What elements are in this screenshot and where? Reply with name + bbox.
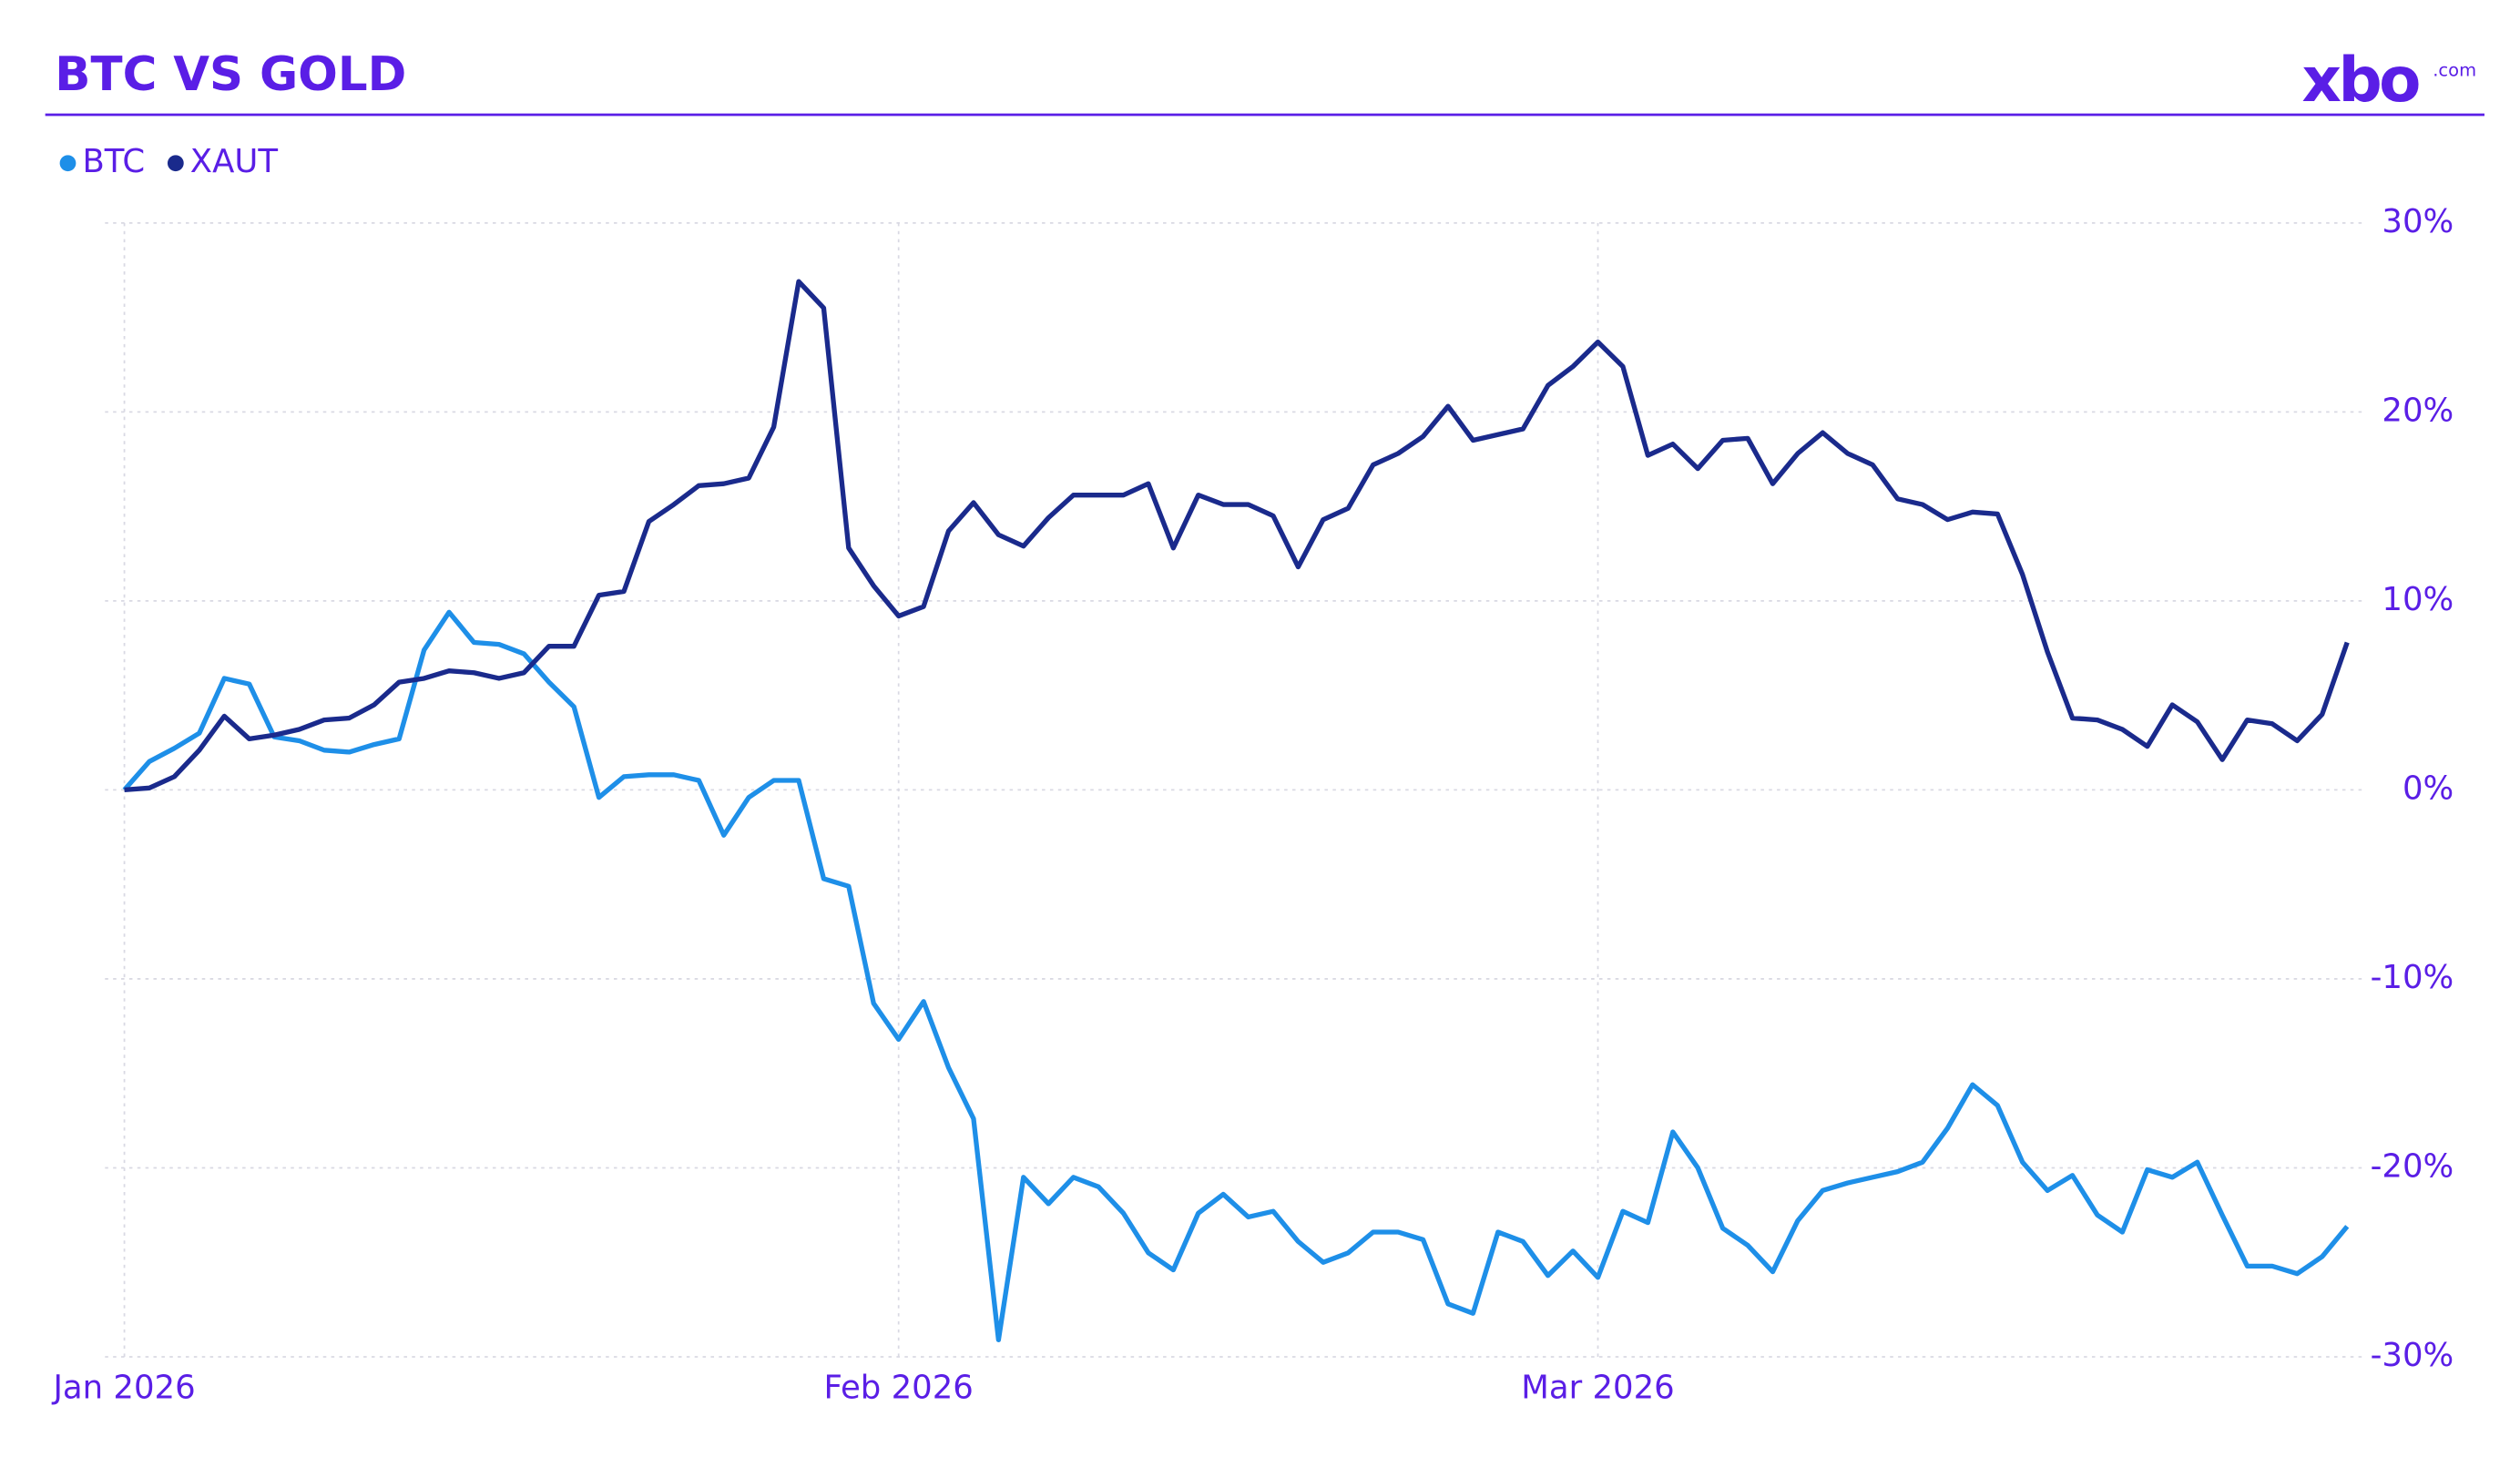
y-tick-label: 30%: [2382, 203, 2454, 240]
x-tick-label: Jan 2026: [51, 1369, 195, 1406]
x-tick-label: Mar 2026: [1521, 1369, 1674, 1406]
series-line: [124, 279, 2350, 793]
chart-title: BTC VS GOLD: [55, 47, 406, 102]
legend: BTC XAUT: [59, 143, 279, 180]
brand-domain: .com: [2433, 60, 2476, 81]
y-tick-label: -30%: [2371, 1337, 2454, 1374]
series-line: [122, 609, 2350, 1342]
x-tick-label: Feb 2026: [824, 1369, 974, 1406]
legend-marker: [59, 155, 77, 172]
y-tick-label: 20%: [2382, 392, 2454, 429]
legend-label: XAUT: [190, 143, 279, 180]
legend-label: BTC: [82, 143, 145, 180]
legend-marker: [167, 155, 184, 172]
y-tick-label: 0%: [2403, 769, 2454, 807]
brand-logo: xbo: [2302, 44, 2420, 116]
y-tick-label: 10%: [2382, 581, 2454, 618]
y-tick-label: -20%: [2371, 1147, 2454, 1185]
y-tick-label: -10%: [2371, 959, 2454, 996]
